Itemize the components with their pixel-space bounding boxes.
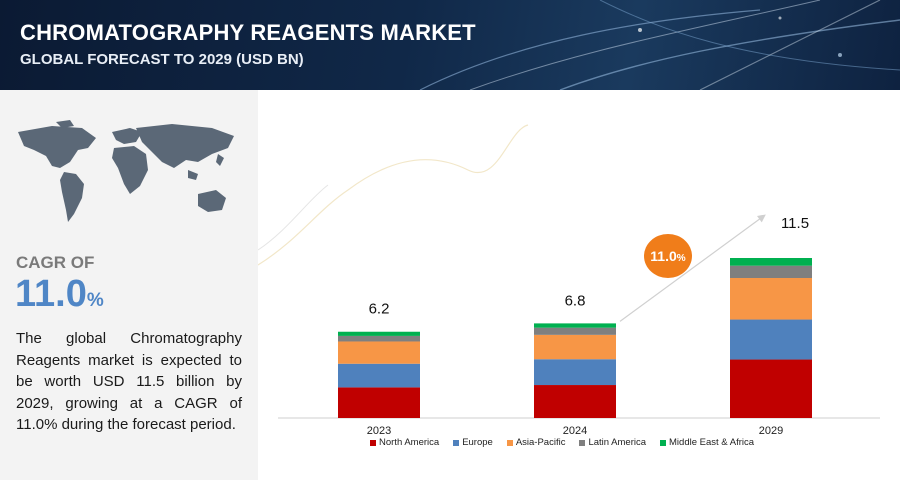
chart-canvas: 6.2 2023 6.8 2024 11.5 2029 11.0% [258, 124, 880, 435]
bar-segment-europe-2029 [730, 319, 812, 360]
bar-segment-middle-east-africa-2024 [534, 323, 616, 328]
bar-segment-europe-2024 [534, 359, 616, 386]
market-description: The global Chromatography Reagents marke… [16, 330, 242, 433]
banner-decoration [419, 0, 900, 90]
header-banner: CHROMATOGRAPHY REAGENTS MARKET GLOBAL FO… [0, 0, 900, 90]
bar-segment-north-america-2029 [730, 359, 812, 418]
legend-swatch [453, 439, 460, 446]
bar-segment-latin-america-2023 [338, 335, 420, 342]
x-tick-label-2024: 2024 [563, 425, 587, 435]
legend-item-latin-america: Latin America [579, 437, 646, 448]
legend-label: Latin America [588, 437, 647, 448]
bar-segment-latin-america-2029 [730, 265, 812, 278]
decorative-curve-2 [258, 184, 329, 251]
legend-swatch [506, 439, 513, 446]
legend-item-europe: Europe [453, 437, 493, 448]
legend-swatch [370, 439, 376, 446]
legend-label: Europe [462, 437, 493, 448]
stacked-bar-chart: 6.2 2023 6.8 2024 11.5 2029 11.0% North Americ… [258, 90, 900, 480]
legend-item-north-america: North America [370, 437, 439, 448]
legend-label: North America [379, 437, 440, 448]
legend-label: Asia-Pacific [515, 437, 566, 448]
cagr-percent-sign: % [86, 290, 104, 311]
cagr-badge-label: 11.0% [650, 248, 685, 264]
summary-panel: CAGR OF 11.0% The global Chromatography … [0, 90, 258, 480]
page-title: CHROMATOGRAPHY REAGENTS MARKET [20, 20, 476, 45]
bar-segment-asia-pacific-2023 [338, 341, 420, 364]
bar-segment-asia-pacific-2024 [534, 334, 616, 360]
cagr-number: 11.0 [15, 273, 87, 315]
cagr-label: CAGR OF [16, 253, 95, 272]
bar-segment-asia-pacific-2029 [730, 278, 812, 320]
bar-segment-north-america-2024 [534, 385, 616, 418]
chart-legend: North America Europe Asia-Pacific Latin Ame… [370, 437, 754, 448]
bar-segment-middle-east-africa-2023 [338, 331, 420, 336]
legend-item-asia-pacific: Asia-Pacific [506, 437, 566, 448]
bar-segment-latin-america-2024 [534, 327, 616, 335]
bar-segment-north-america-2023 [338, 387, 420, 418]
total-label-2029: 11.5 [781, 215, 809, 232]
cagr-value: 11.0% [15, 273, 104, 316]
legend-swatch [660, 439, 667, 446]
bar-segment-middle-east-africa-2029 [730, 258, 812, 266]
legend-label: Middle East & Africa [669, 437, 755, 448]
growth-arrow-head [757, 214, 766, 223]
world-map-icon [18, 120, 234, 222]
bar-segment-europe-2023 [338, 363, 420, 388]
legend-swatch [579, 439, 586, 446]
x-tick-label-2023: 2023 [367, 425, 391, 435]
legend-item-middle-east-africa: Middle East & Africa [660, 437, 754, 448]
total-label-2023: 6.2 [369, 301, 390, 318]
page-subtitle: GLOBAL FORECAST TO 2029 (USD BN) [20, 51, 304, 68]
decorative-curve [258, 124, 529, 266]
x-tick-label-2029: 2029 [759, 425, 783, 435]
cagr-badge [644, 234, 692, 278]
growth-arrow [619, 217, 762, 322]
total-label-2024: 6.8 [565, 292, 586, 309]
